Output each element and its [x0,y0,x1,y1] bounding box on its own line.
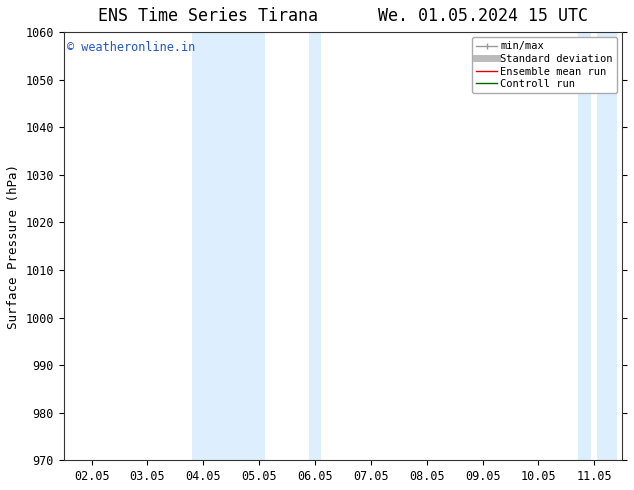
Bar [578,32,592,460]
Bar [597,32,617,460]
Y-axis label: Surface Pressure (hPa): Surface Pressure (hPa) [7,164,20,329]
Legend: min/max, Standard deviation, Ensemble mean run, Controll run: min/max, Standard deviation, Ensemble me… [472,37,617,94]
Bar [192,32,265,460]
Bar [309,32,321,460]
Title: ENS Time Series Tirana      We. 01.05.2024 15 UTC: ENS Time Series Tirana We. 01.05.2024 15… [98,7,588,25]
Text: © weatheronline.in: © weatheronline.in [67,41,195,53]
